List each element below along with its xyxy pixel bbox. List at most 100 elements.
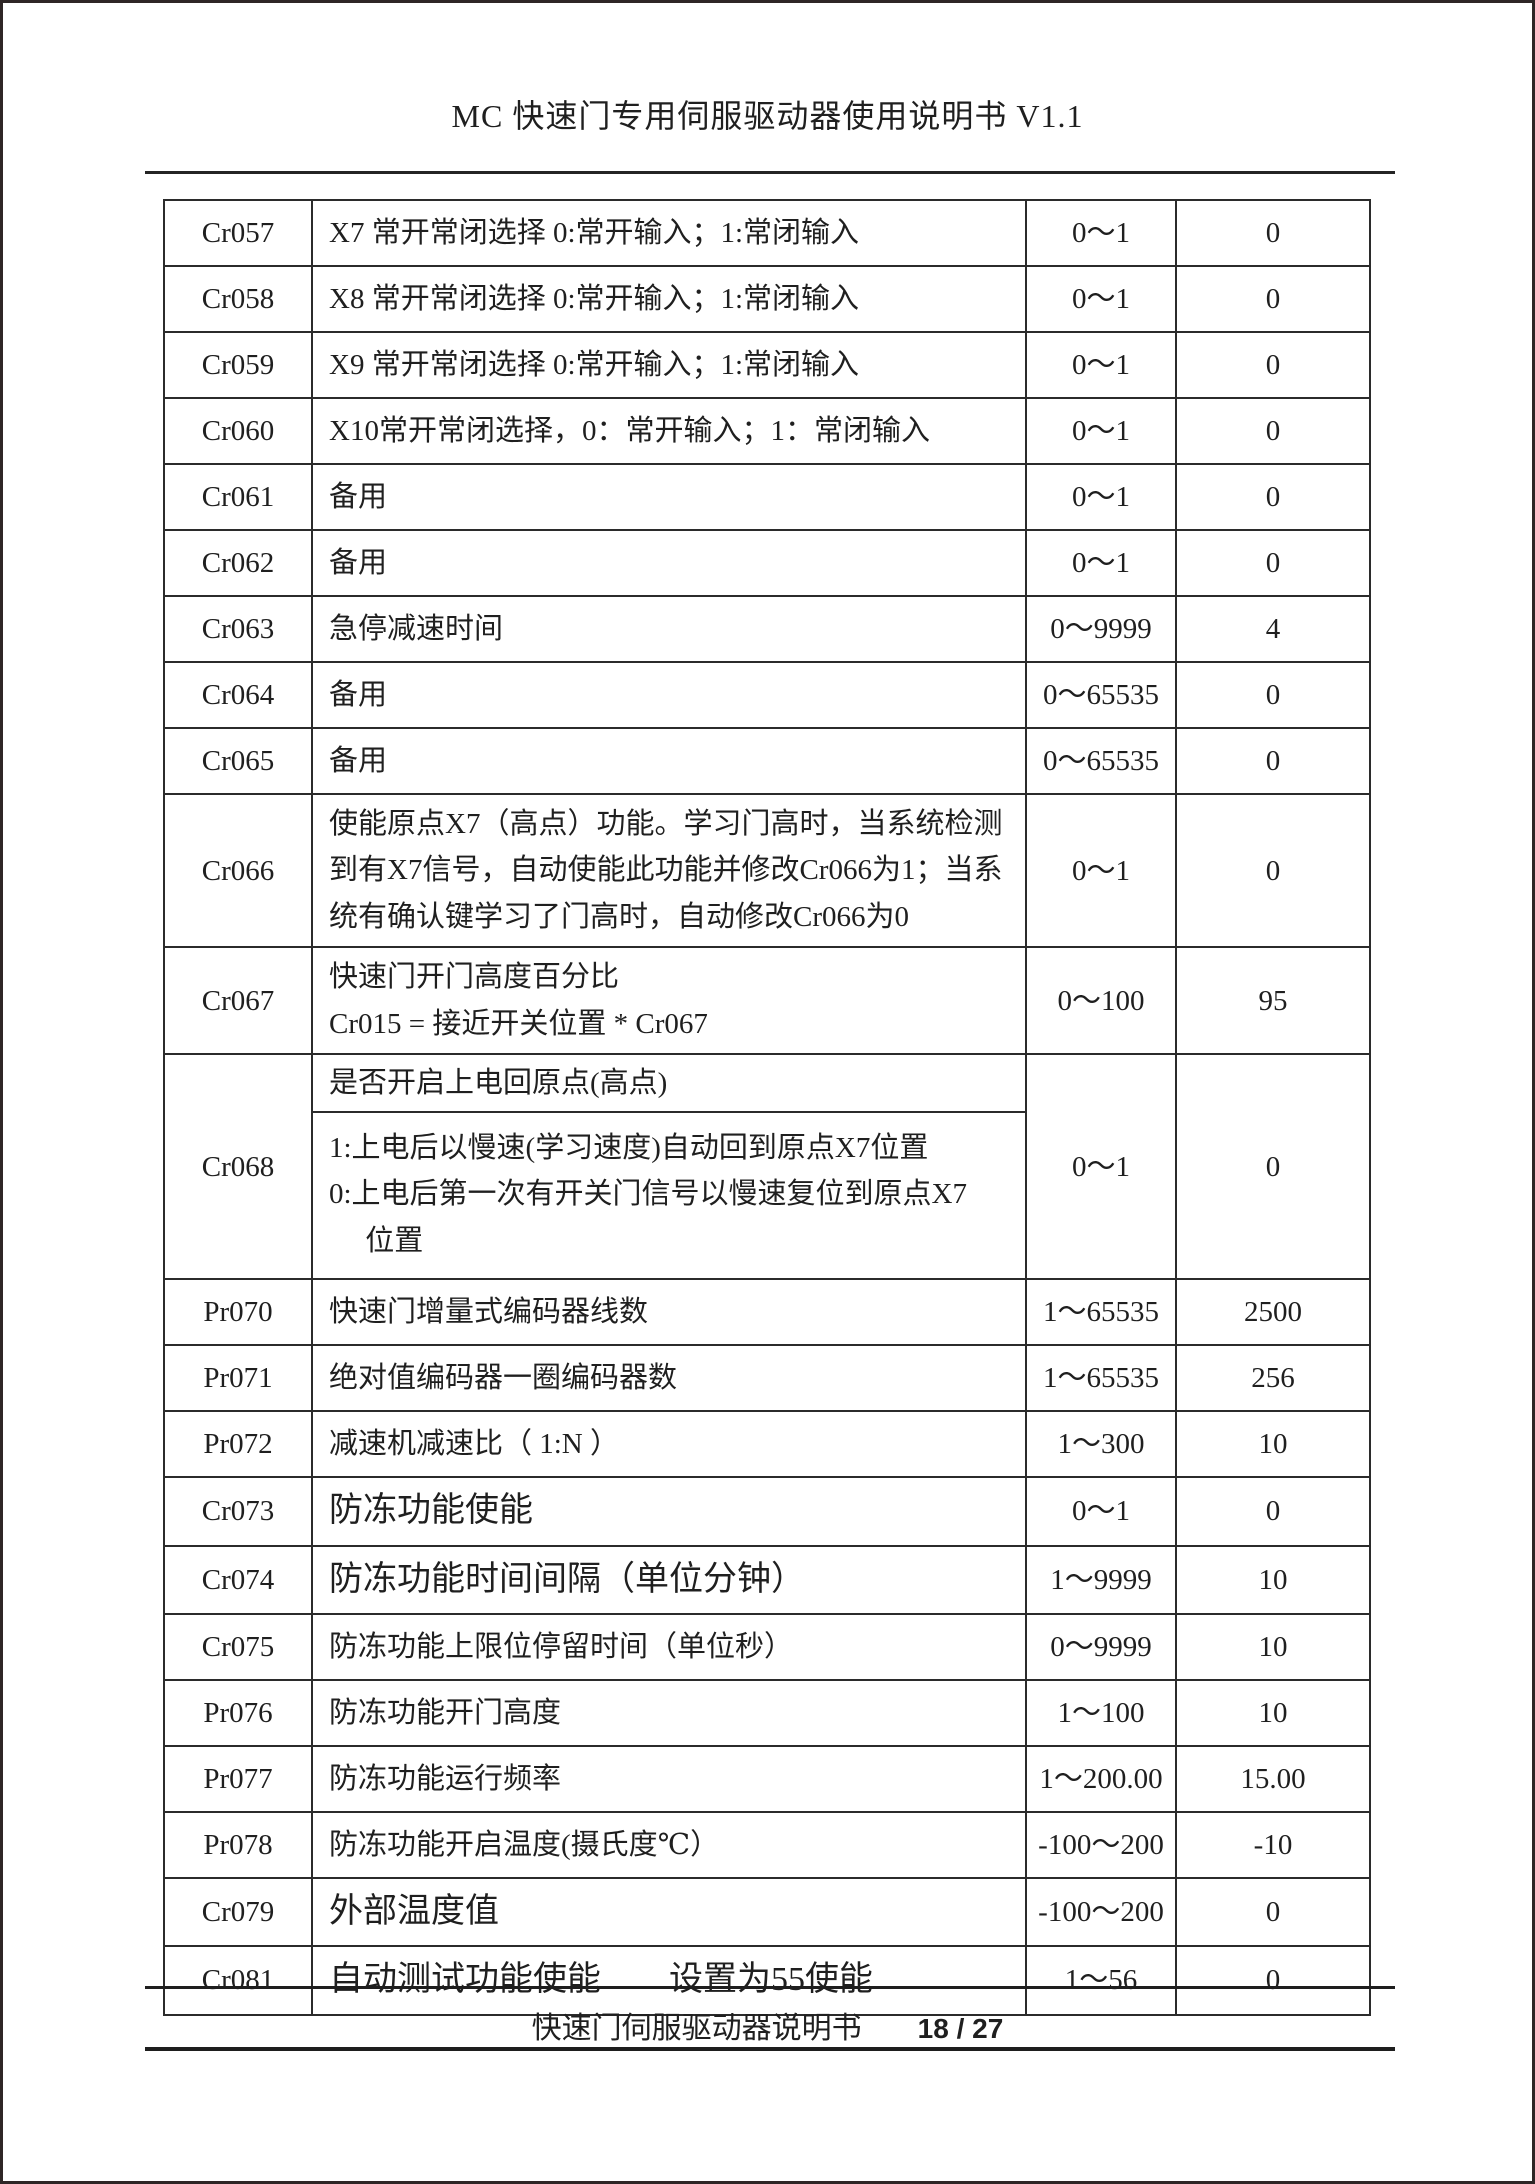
desc-line: 快速门增量式编码器线数 bbox=[329, 1295, 649, 1328]
param-desc-cell: 绝对值编码器一圈编码器数 bbox=[311, 1346, 1025, 1411]
param-range-cell: 0～1 bbox=[1025, 201, 1175, 265]
param-default-cell: 0 bbox=[1175, 1878, 1369, 1946]
table-row: Cr079 外部温度值 -100～200 0 bbox=[165, 1876, 1369, 1946]
param-desc-cell: 防冻功能开门高度 bbox=[311, 1680, 1025, 1745]
desc-sub-row: 是否开启上电回原点(高点) bbox=[313, 1055, 1025, 1113]
param-code-cell: Cr061 bbox=[201, 480, 275, 513]
table-row: Cr073 防冻功能使能 0～1 0 bbox=[165, 1476, 1369, 1545]
param-range-cell: 0～1 bbox=[1025, 795, 1175, 947]
table-row: Cr058 X8 常开常闭选择 0:常开输入；1:常闭输入 0～1 0 bbox=[165, 265, 1369, 331]
param-desc-cell: 防冻功能时间间隔（单位分钟） bbox=[311, 1546, 1025, 1613]
param-range-cell: 0～65535 bbox=[1025, 729, 1175, 793]
param-desc-cell: X8 常开常闭选择 0:常开输入；1:常闭输入 bbox=[311, 267, 1025, 331]
desc-line: 1:上电后以慢速(学习速度)自动回到原点X7位置 bbox=[329, 1131, 929, 1164]
param-range-cell: 0～1 bbox=[1025, 465, 1175, 529]
param-default-cell: 0 bbox=[1175, 267, 1369, 331]
param-desc-cell: 外部温度值 bbox=[311, 1878, 1025, 1946]
table-row: Cr081 自动测试功能使能 设置为55使能 1～56 0 bbox=[165, 1945, 1369, 2014]
param-range-cell: 0～1 bbox=[1025, 333, 1175, 397]
table-row: Cr059 X9 常开常闭选择 0:常开输入；1:常闭输入 0～1 0 bbox=[165, 331, 1369, 397]
param-default-cell: 4 bbox=[1175, 597, 1369, 661]
table-row: Cr066 使能原点X7（高点）功能。学习门高时，当系统检测到有X7信号，自动使… bbox=[165, 793, 1369, 947]
param-default-cell: 2500 bbox=[1175, 1280, 1369, 1345]
param-desc-cell: X9 常开常闭选择 0:常开输入；1:常闭输入 bbox=[311, 333, 1025, 397]
table-row: Pr077 防冻功能运行频率 1～200.00 15.00 bbox=[165, 1744, 1369, 1811]
table-row: Cr075 防冻功能上限位停留时间（单位秒） 0～9999 10 bbox=[165, 1612, 1369, 1679]
parameter-table: Cr057 X7 常开常闭选择 0:常开输入；1:常闭输入 0～1 0 Cr05… bbox=[163, 199, 1371, 2016]
param-range-cell: 0～1 bbox=[1025, 267, 1175, 331]
param-range-cell: 0～1 bbox=[1025, 1054, 1175, 1279]
desc-line: 备用 bbox=[329, 744, 388, 777]
param-default-cell: 0 bbox=[1175, 201, 1369, 265]
desc-line: X8 常开常闭选择 0:常开输入；1:常闭输入 bbox=[329, 282, 860, 315]
param-code-cell: Pr072 bbox=[203, 1428, 273, 1461]
param-range-cell: 1～200.00 bbox=[1025, 1746, 1175, 1811]
param-default-cell: 0 bbox=[1175, 795, 1369, 947]
param-range-cell: -100～200 bbox=[1025, 1878, 1175, 1946]
param-desc-cell: X7 常开常闭选择 0:常开输入；1:常闭输入 bbox=[311, 201, 1025, 265]
param-default-cell: 0 bbox=[1175, 1054, 1369, 1279]
param-desc-cell: 自动测试功能使能 设置为55使能 bbox=[311, 1947, 1025, 2014]
param-code-cell: Cr068 bbox=[201, 1150, 275, 1183]
param-range-cell: 0～1 bbox=[1025, 531, 1175, 595]
param-range-cell: 1～65535 bbox=[1025, 1280, 1175, 1345]
param-desc-cell: 急停减速时间 bbox=[311, 597, 1025, 661]
table-row: Cr063 急停减速时间 0～9999 4 bbox=[165, 595, 1369, 661]
desc-line: 自动测试功能使能 设置为55使能 bbox=[329, 1961, 873, 1999]
footer-rule-top bbox=[145, 1986, 1395, 1989]
param-range-cell: 0～65535 bbox=[1025, 663, 1175, 727]
desc-line: 使能原点X7（高点）功能。学习门高时，当系统检测到有X7信号，自动使能此功能并修… bbox=[329, 808, 1003, 933]
desc-line: Cr015 = 接近开关位置 * Cr067 bbox=[329, 1007, 708, 1040]
desc-line: 防冻功能使能 bbox=[329, 1492, 533, 1530]
desc-line: 位置 bbox=[329, 1224, 424, 1257]
desc-line: 防冻功能上限位停留时间（单位秒） bbox=[329, 1630, 794, 1663]
param-default-cell: 0 bbox=[1175, 531, 1369, 595]
param-range-cell: 1～300 bbox=[1025, 1412, 1175, 1477]
param-code-cell: Cr081 bbox=[201, 1964, 275, 1997]
param-code-cell: Pr078 bbox=[203, 1828, 273, 1861]
param-code-cell: Cr074 bbox=[201, 1563, 275, 1596]
param-code-cell: Pr071 bbox=[203, 1362, 273, 1395]
page-title: MC 快速门专用伺服驱动器使用说明书 V1.1 bbox=[451, 98, 1084, 134]
table-row: Pr070 快速门增量式编码器线数 1～65535 2500 bbox=[165, 1278, 1369, 1345]
param-code-cell: Cr057 bbox=[201, 216, 275, 249]
table-row: Pr071 绝对值编码器一圈编码器数 1～65535 256 bbox=[165, 1344, 1369, 1411]
table-row: Cr060 X10常开常闭选择，0：常开输入；1：常闭输入 0～1 0 bbox=[165, 397, 1369, 463]
param-code-cell: Cr058 bbox=[201, 282, 275, 315]
param-desc-cell: 防冻功能运行频率 bbox=[311, 1746, 1025, 1811]
param-desc-cell: X10常开常闭选择，0：常开输入；1：常闭输入 bbox=[311, 399, 1025, 463]
param-default-cell: 0 bbox=[1175, 465, 1369, 529]
param-default-cell: 0 bbox=[1175, 729, 1369, 793]
table-row: Cr068 是否开启上电回原点(高点) 1:上电后以慢速(学习速度)自动回到原点X… bbox=[165, 1052, 1369, 1279]
table-row: Pr078 防冻功能开启温度(摄氏度℃） -100～200 -10 bbox=[165, 1810, 1369, 1877]
param-code-cell: Cr075 bbox=[201, 1630, 275, 1663]
param-code-cell: Pr077 bbox=[203, 1762, 273, 1795]
desc-sub-row: 1:上电后以慢速(学习速度)自动回到原点X7位置 0:上电后第一次有开关门信号以慢… bbox=[313, 1113, 1025, 1278]
table-row: Pr072 减速机减速比（ 1:N ） 1～300 10 bbox=[165, 1410, 1369, 1477]
param-desc-cell: 减速机减速比（ 1:N ） bbox=[311, 1412, 1025, 1477]
header-rule bbox=[145, 171, 1395, 174]
param-default-cell: 0 bbox=[1175, 1478, 1369, 1545]
param-desc-cell: 是否开启上电回原点(高点) 1:上电后以慢速(学习速度)自动回到原点X7位置 0:上… bbox=[311, 1054, 1025, 1279]
table-row: Cr062 备用 0～1 0 bbox=[165, 529, 1369, 595]
param-code-cell: Cr062 bbox=[201, 546, 275, 579]
param-range-cell: 0～1 bbox=[1025, 399, 1175, 463]
param-range-cell: 0～100 bbox=[1025, 948, 1175, 1053]
param-range-cell: -100～200 bbox=[1025, 1812, 1175, 1877]
desc-line: X9 常开常闭选择 0:常开输入；1:常闭输入 bbox=[329, 348, 860, 381]
footer-rule-bottom bbox=[145, 2047, 1395, 2051]
footer-doc-label: 快速门伺服驱动器说明书 bbox=[531, 2012, 862, 2045]
param-default-cell: 10 bbox=[1175, 1614, 1369, 1679]
param-desc-cell: 备用 bbox=[311, 663, 1025, 727]
desc-line: 绝对值编码器一圈编码器数 bbox=[329, 1361, 678, 1394]
desc-line: 防冻功能时间间隔（单位分钟） bbox=[329, 1560, 805, 1598]
param-code-cell: Pr076 bbox=[203, 1696, 273, 1729]
param-code-cell: Cr067 bbox=[201, 984, 275, 1017]
param-default-cell: 10 bbox=[1175, 1546, 1369, 1613]
param-range-cell: 0～9999 bbox=[1025, 1614, 1175, 1679]
param-code-cell: Cr060 bbox=[201, 414, 275, 447]
desc-line: 快速门开门高度百分比 bbox=[329, 961, 620, 994]
param-range-cell: 1～100 bbox=[1025, 1680, 1175, 1745]
param-code-cell: Cr073 bbox=[201, 1495, 275, 1528]
param-default-cell: 0 bbox=[1175, 399, 1369, 463]
